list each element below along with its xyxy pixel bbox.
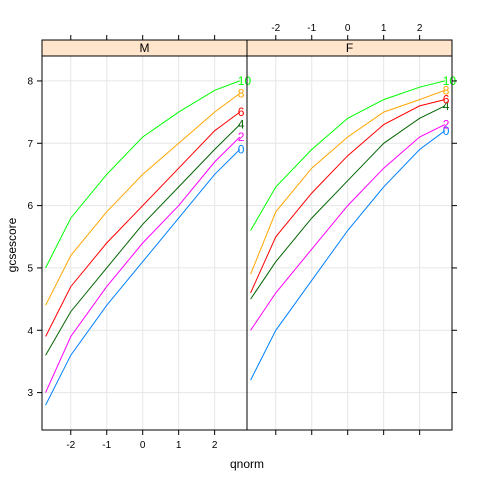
x-axis-label: qnorm xyxy=(230,457,264,471)
series-line-M-6 xyxy=(45,111,241,337)
x-tick-label: 1 xyxy=(176,440,182,451)
panel-strip-label-M: M xyxy=(140,41,150,55)
x-tick-label: -1 xyxy=(307,23,316,34)
series-end-label-F-0: 0 xyxy=(443,124,450,138)
y-tick-label: 4 xyxy=(27,326,33,337)
series-line-F-4 xyxy=(250,105,446,300)
series-line-F-0 xyxy=(250,130,446,381)
series-end-label-M-4: 4 xyxy=(238,118,245,132)
series-end-label-F-6: 6 xyxy=(443,93,450,107)
x-tick-label: 0 xyxy=(140,440,146,451)
y-tick-label: 7 xyxy=(27,139,33,150)
grid xyxy=(42,56,452,430)
y-tick-label: 5 xyxy=(27,263,33,274)
axes: -2 -1 0 1 2 -2 -1 0 1 2 3 4 5 6 7 8 xyxy=(27,23,457,451)
series-line-F-2 xyxy=(250,124,446,331)
panel-frame-M xyxy=(41,55,248,431)
series-line-M-10 xyxy=(45,80,240,269)
x-tick-label: 0 xyxy=(345,23,351,34)
y-axis-label: gcsescore xyxy=(5,217,19,272)
x-tick-label: -1 xyxy=(102,440,111,451)
series-end-label-M-2: 2 xyxy=(238,130,245,144)
series-end-label-M-6: 6 xyxy=(238,105,245,119)
x-tick-label: 1 xyxy=(381,23,387,34)
x-tick-label: 2 xyxy=(212,440,218,451)
series-end-label-M-10: 10 xyxy=(238,74,252,88)
series-line-M-8 xyxy=(45,92,241,306)
series-line-F-6 xyxy=(250,99,445,294)
y-tick-label: 3 xyxy=(27,388,33,399)
series-end-label-F-10: 10 xyxy=(443,74,457,88)
y-tick-label: 6 xyxy=(27,201,33,212)
panel-frame-F xyxy=(246,55,453,431)
series-end-label-M-8: 8 xyxy=(238,86,245,100)
panel-strip-F xyxy=(246,39,453,57)
series-end-label-F-2: 2 xyxy=(443,118,450,132)
panel-strip-label-F: F xyxy=(346,41,353,55)
panel-frames xyxy=(41,55,453,431)
series-end-label-F-4: 4 xyxy=(443,99,450,113)
series-line-F-8 xyxy=(250,89,445,275)
x-tick-label: 2 xyxy=(417,23,423,34)
x-tick-label: -2 xyxy=(66,440,75,451)
y-tick-label: 8 xyxy=(27,76,33,87)
series-line-M-0 xyxy=(45,149,241,406)
series-line-M-4 xyxy=(45,124,241,356)
series-line-F-10 xyxy=(250,80,445,231)
series-line-M-2 xyxy=(45,136,241,393)
series-end-label-M-0: 0 xyxy=(238,143,245,157)
series-end-label-F-8: 8 xyxy=(443,83,450,97)
x-tick-label: -2 xyxy=(271,23,280,34)
